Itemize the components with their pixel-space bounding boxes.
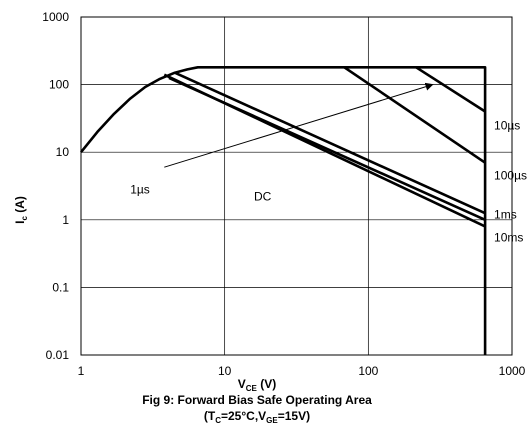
series-line-0: [79, 66, 487, 355]
x-tick-label: 10: [218, 364, 232, 378]
annotation-label: 10ms: [494, 230, 523, 244]
y-tick-label: 100: [49, 78, 69, 92]
y-tick-label: 10: [56, 145, 70, 159]
chart-title: Fig 9: Forward Bias Safe Operating Area: [142, 393, 372, 407]
annotations: 1µs DC 10µs 100µs 1ms 10ms: [130, 82, 527, 244]
annotation-label: 10µs: [494, 118, 520, 132]
x-tick-label: 1000: [499, 364, 526, 378]
series-line-1: [415, 66, 486, 113]
annotation-label: 1ms: [494, 207, 517, 221]
plot-frame: [80, 16, 513, 356]
series-line-5: [163, 73, 486, 228]
annotation-label: 100µs: [494, 169, 527, 183]
annotation-label: DC: [254, 190, 272, 204]
y-axis-title: Ic (A): [13, 196, 29, 224]
y-tick-label: 0.1: [52, 280, 69, 294]
tick-labels: 1 10 100 1000 0.01 0.1 1 10 100 1000: [42, 10, 525, 378]
x-axis-title: VCE (V): [238, 377, 276, 393]
x-tick-label: 100: [358, 364, 378, 378]
series-line-2: [343, 66, 486, 164]
grid: [80, 16, 513, 356]
series-lines: [79, 66, 487, 355]
y-tick-label: 0.01: [46, 348, 70, 362]
annotation-label: 1µs: [130, 183, 150, 197]
x-tick-label: 1: [78, 364, 85, 378]
series-line-3: [174, 71, 486, 215]
y-tick-label: 1: [62, 213, 69, 227]
y-tick-label: 1000: [42, 10, 69, 24]
chart-subtitle: (TC=25°C,VGE=15V): [204, 409, 310, 425]
annotation-arrow: [164, 82, 434, 168]
